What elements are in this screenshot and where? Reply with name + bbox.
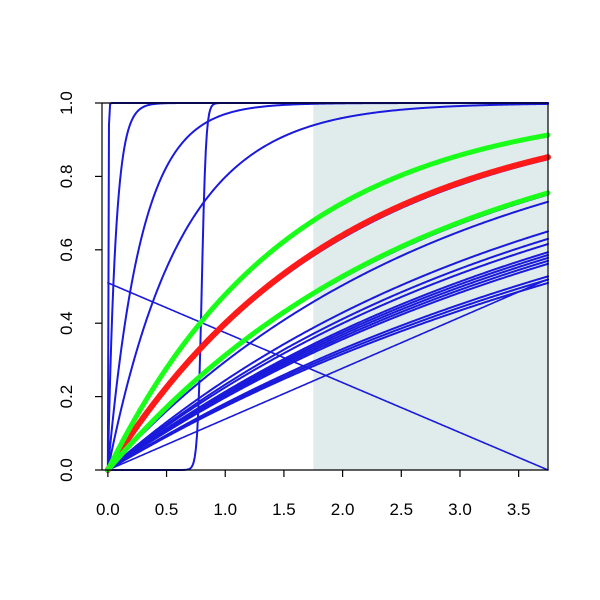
y-tick-label: 0.6 [57,238,76,262]
series-line-blue-11 [106,237,549,471]
x-tick-label: 0.0 [96,500,120,519]
y-tick-label: 0.8 [57,165,76,189]
x-tick-label: 1.0 [213,500,237,519]
y-tick-label: 0.4 [57,311,76,335]
series-line-blue-12 [106,243,549,471]
series-line-blue-3 [106,102,549,471]
y-axis-ticks: 0.0 0.2 0.4 0.6 0.8 1.0 [57,91,102,482]
x-tick-label: 2.5 [389,500,413,519]
x-tick-label: 0.5 [155,500,179,519]
y-tick-label: 0.0 [57,458,76,482]
series-layer [104,102,551,473]
series-line-blue-17 [106,262,549,471]
x-tick-label: 3.0 [448,500,472,519]
x-tick-label: 1.5 [272,500,296,519]
y-tick-label: 1.0 [57,91,76,115]
x-axis-ticks: 0.0 0.5 1.0 1.5 2.0 2.5 3.0 3.5 [96,470,530,519]
series-line-blue-20 [106,281,549,471]
series-line-blue-10 [106,230,549,471]
x-tick-label: 2.0 [331,500,355,519]
series-line-green-24 [105,190,551,473]
x-tick-label: 3.5 [507,500,531,519]
series-line-blue-5 [107,282,549,471]
series-line-red-22 [104,154,551,473]
series-line-green-23 [105,132,551,473]
y-tick-label: 0.2 [57,385,76,409]
series-line-blue-21 [107,278,549,471]
series-line-blue-9 [106,200,549,471]
axes-layer [101,102,549,471]
